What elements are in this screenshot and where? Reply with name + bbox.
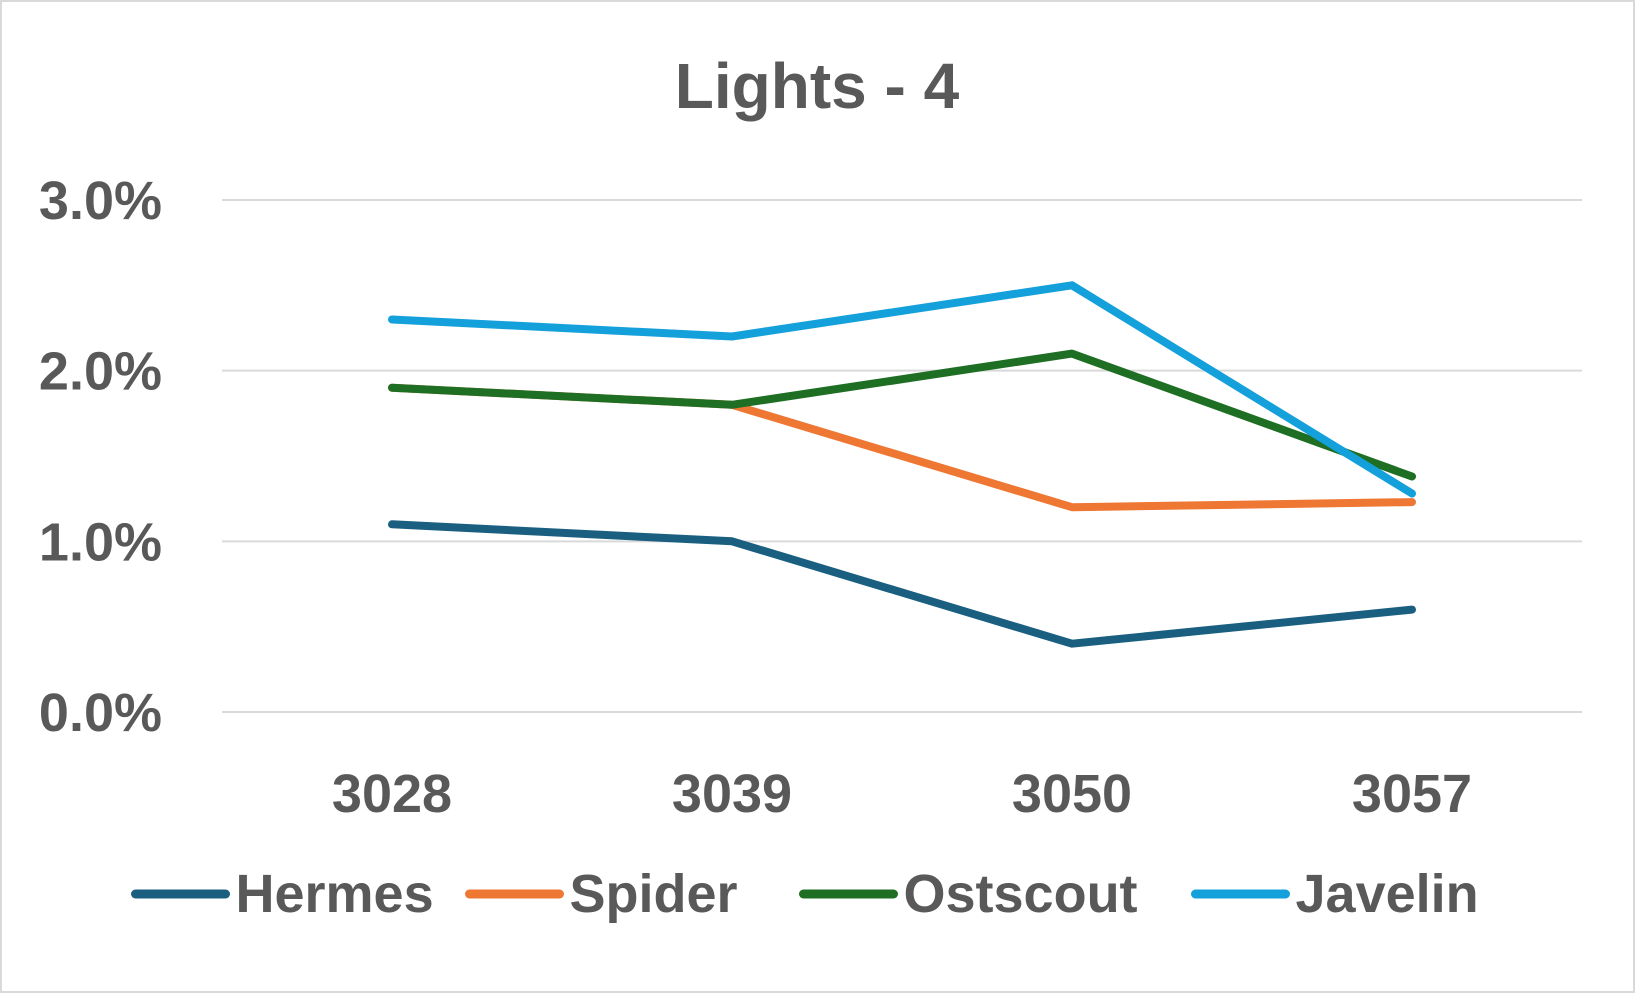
legend-label: Javelin	[1296, 864, 1479, 924]
legend-item-javelin: Javelin	[1191, 864, 1479, 924]
chart-title: Lights - 4	[675, 50, 960, 122]
series-line-spider	[388, 383, 1416, 512]
y-axis-ticks: 0.0% 1.0% 2.0% 3.0%	[39, 171, 162, 743]
series-line-javelin	[388, 281, 1416, 498]
legend-label: Spider	[570, 864, 738, 924]
legend: Hermes Spider Ostscout Javelin	[131, 864, 1479, 924]
series-line-hermes	[388, 520, 1416, 648]
series-lines	[388, 281, 1416, 648]
series-line-ostscout	[388, 349, 1416, 481]
x-tick-label: 3028	[332, 764, 452, 824]
legend-item-ostscout: Ostscout	[799, 864, 1138, 924]
gridlines	[222, 199, 1582, 713]
y-tick-label: 0.0%	[39, 683, 162, 743]
y-tick-label: 2.0%	[39, 342, 162, 402]
legend-item-spider: Spider	[465, 864, 738, 924]
legend-label: Ostscout	[904, 864, 1138, 924]
x-tick-label: 3039	[672, 764, 792, 824]
x-tick-label: 3050	[1012, 764, 1132, 824]
legend-item-hermes: Hermes	[131, 864, 434, 924]
x-axis-ticks: 3028 3039 3050 3057	[332, 764, 1472, 824]
legend-label: Hermes	[236, 864, 434, 924]
y-tick-label: 3.0%	[39, 171, 162, 231]
y-tick-label: 1.0%	[39, 512, 162, 572]
x-tick-label: 3057	[1352, 764, 1472, 824]
